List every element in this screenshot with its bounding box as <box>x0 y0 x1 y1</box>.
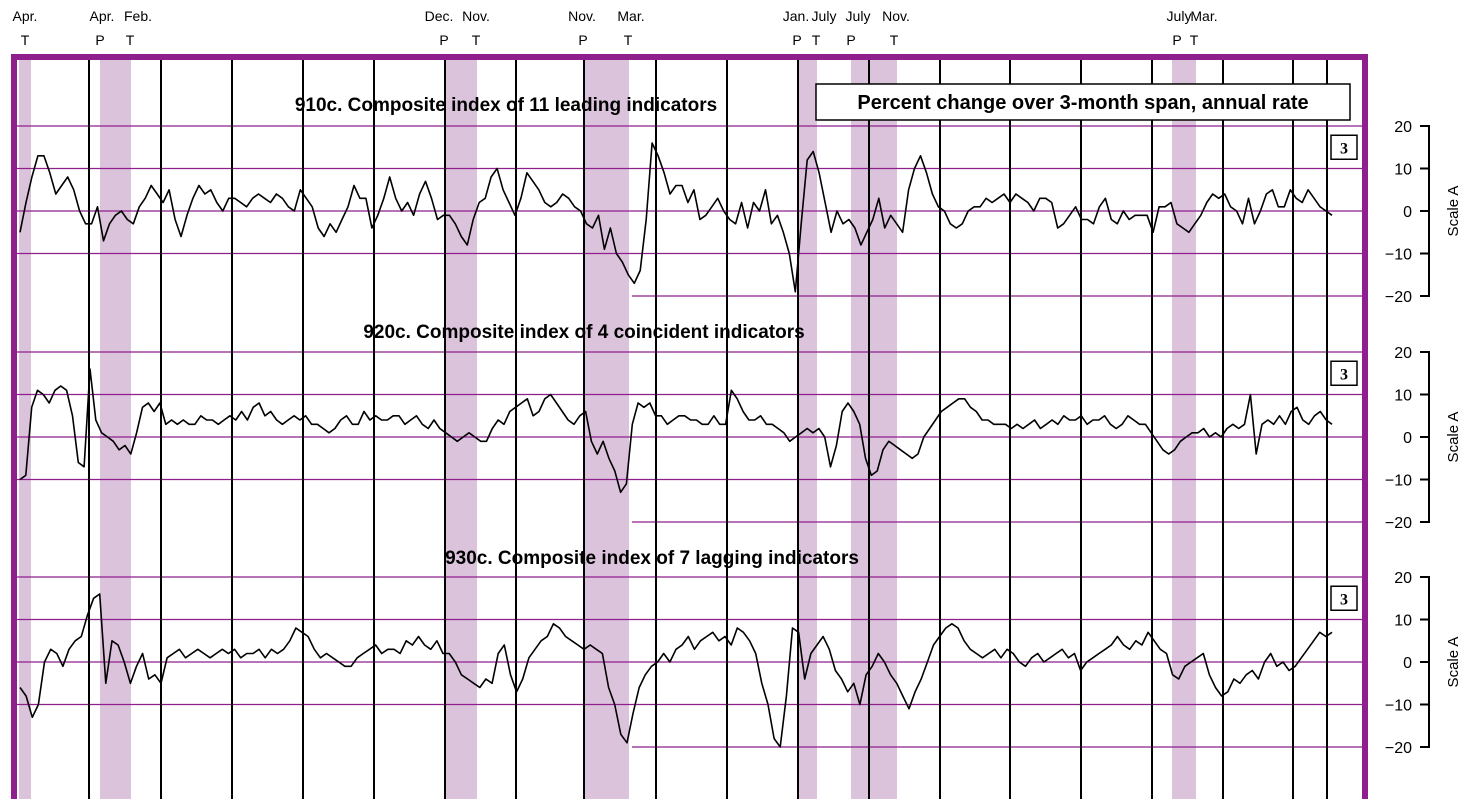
chart-panel-2: 20 10 0 −10 −20 Scale A 3 <box>19 345 1460 532</box>
cycle-date-label: Dec. <box>425 8 454 24</box>
cycle-date-label: Nov. <box>568 8 596 24</box>
recession-band <box>444 57 477 799</box>
span-badge-text: 3 <box>1340 366 1348 383</box>
y-tick-label: −10 <box>1385 247 1412 264</box>
span-badge <box>1330 360 1358 386</box>
horizontal-gridlines <box>17 125 1363 748</box>
y-tick-label: 0 <box>1403 655 1412 672</box>
cycle-date-label: Mar. <box>1190 8 1217 24</box>
cycle-code-label: T <box>126 32 135 48</box>
cycle-date-label: July <box>1167 8 1192 24</box>
cycle-code-label: T <box>472 32 481 48</box>
span-badge <box>1330 585 1358 611</box>
y-tick-label: 20 <box>1394 119 1412 136</box>
cycle-date-label: Mar. <box>617 8 644 24</box>
cycle-code-label: P <box>578 32 587 48</box>
y-tick-label: 0 <box>1403 204 1412 221</box>
cycle-date-label: July <box>812 8 837 24</box>
cycle-date-label: Nov. <box>462 8 490 24</box>
y-tick-label: −20 <box>1385 740 1412 757</box>
span-badge <box>1330 134 1358 160</box>
y-tick-label: −20 <box>1385 289 1412 306</box>
recession-band <box>1172 57 1196 799</box>
scale-label: Scale A <box>1445 412 1460 463</box>
span-note-box: Percent change over 3-month span, annual… <box>815 83 1351 121</box>
recession-shading <box>19 57 1196 799</box>
cycle-date-label: Nov. <box>882 8 910 24</box>
cycle-date-label: Apr. <box>90 8 115 24</box>
cycle-code-label: T <box>1190 32 1199 48</box>
span-badge-text: 3 <box>1340 591 1348 608</box>
y-tick-label: 10 <box>1394 613 1412 630</box>
chart-panel-1: 20 10 0 −10 −20 Scale A 3 <box>19 119 1460 306</box>
scale-label: Scale A <box>1445 637 1460 688</box>
series-line <box>19 593 1333 748</box>
cycle-code-label: P <box>439 32 448 48</box>
scale-label: Scale A <box>1445 186 1460 237</box>
span-badge-text: 3 <box>1340 140 1348 157</box>
plot-frame <box>11 54 1368 799</box>
series-line <box>19 368 1333 494</box>
chart-panel-3: 20 10 0 −10 −20 Scale A 3 <box>19 570 1460 757</box>
span-note-text: Percent change over 3-month span, annual… <box>857 92 1308 114</box>
cycle-code-label: P <box>792 32 801 48</box>
y-tick-label: 10 <box>1394 162 1412 179</box>
panel-title-leading: 910c. Composite index of 11 leading indi… <box>295 95 717 116</box>
y-tick-label: −10 <box>1385 473 1412 490</box>
cycle-turning-point-labels: Apr.TApr.PFeb.TDec.PNov.TNov.PMar.TJan.P… <box>13 8 1218 48</box>
y-tick-label: 20 <box>1394 570 1412 587</box>
y-tick-label: 20 <box>1394 345 1412 362</box>
cycle-date-label: Feb. <box>124 8 152 24</box>
panel-title-lagging: 930c. Composite index of 7 lagging indic… <box>445 548 859 569</box>
cycle-date-label: Jan. <box>783 8 809 24</box>
recession-band <box>851 57 897 799</box>
span-note-border <box>815 83 1351 121</box>
cycle-code-label: P <box>1172 32 1181 48</box>
cycle-code-label: T <box>890 32 899 48</box>
y-tick-label: 0 <box>1403 430 1412 447</box>
series-line <box>19 142 1333 293</box>
cycle-code-label: P <box>846 32 855 48</box>
cycle-date-label: July <box>846 8 871 24</box>
cycle-date-label: Apr. <box>13 8 38 24</box>
cycle-code-label: T <box>21 32 30 48</box>
y-tick-label: −20 <box>1385 515 1412 532</box>
panel-title-coincident: 920c. Composite index of 4 coincident in… <box>363 322 804 343</box>
recession-band <box>19 57 31 799</box>
y-tick-label: 10 <box>1394 388 1412 405</box>
cycle-code-label: T <box>812 32 821 48</box>
cycle-code-label: P <box>95 32 104 48</box>
cycle-code-label: T <box>624 32 633 48</box>
y-tick-label: −10 <box>1385 698 1412 715</box>
